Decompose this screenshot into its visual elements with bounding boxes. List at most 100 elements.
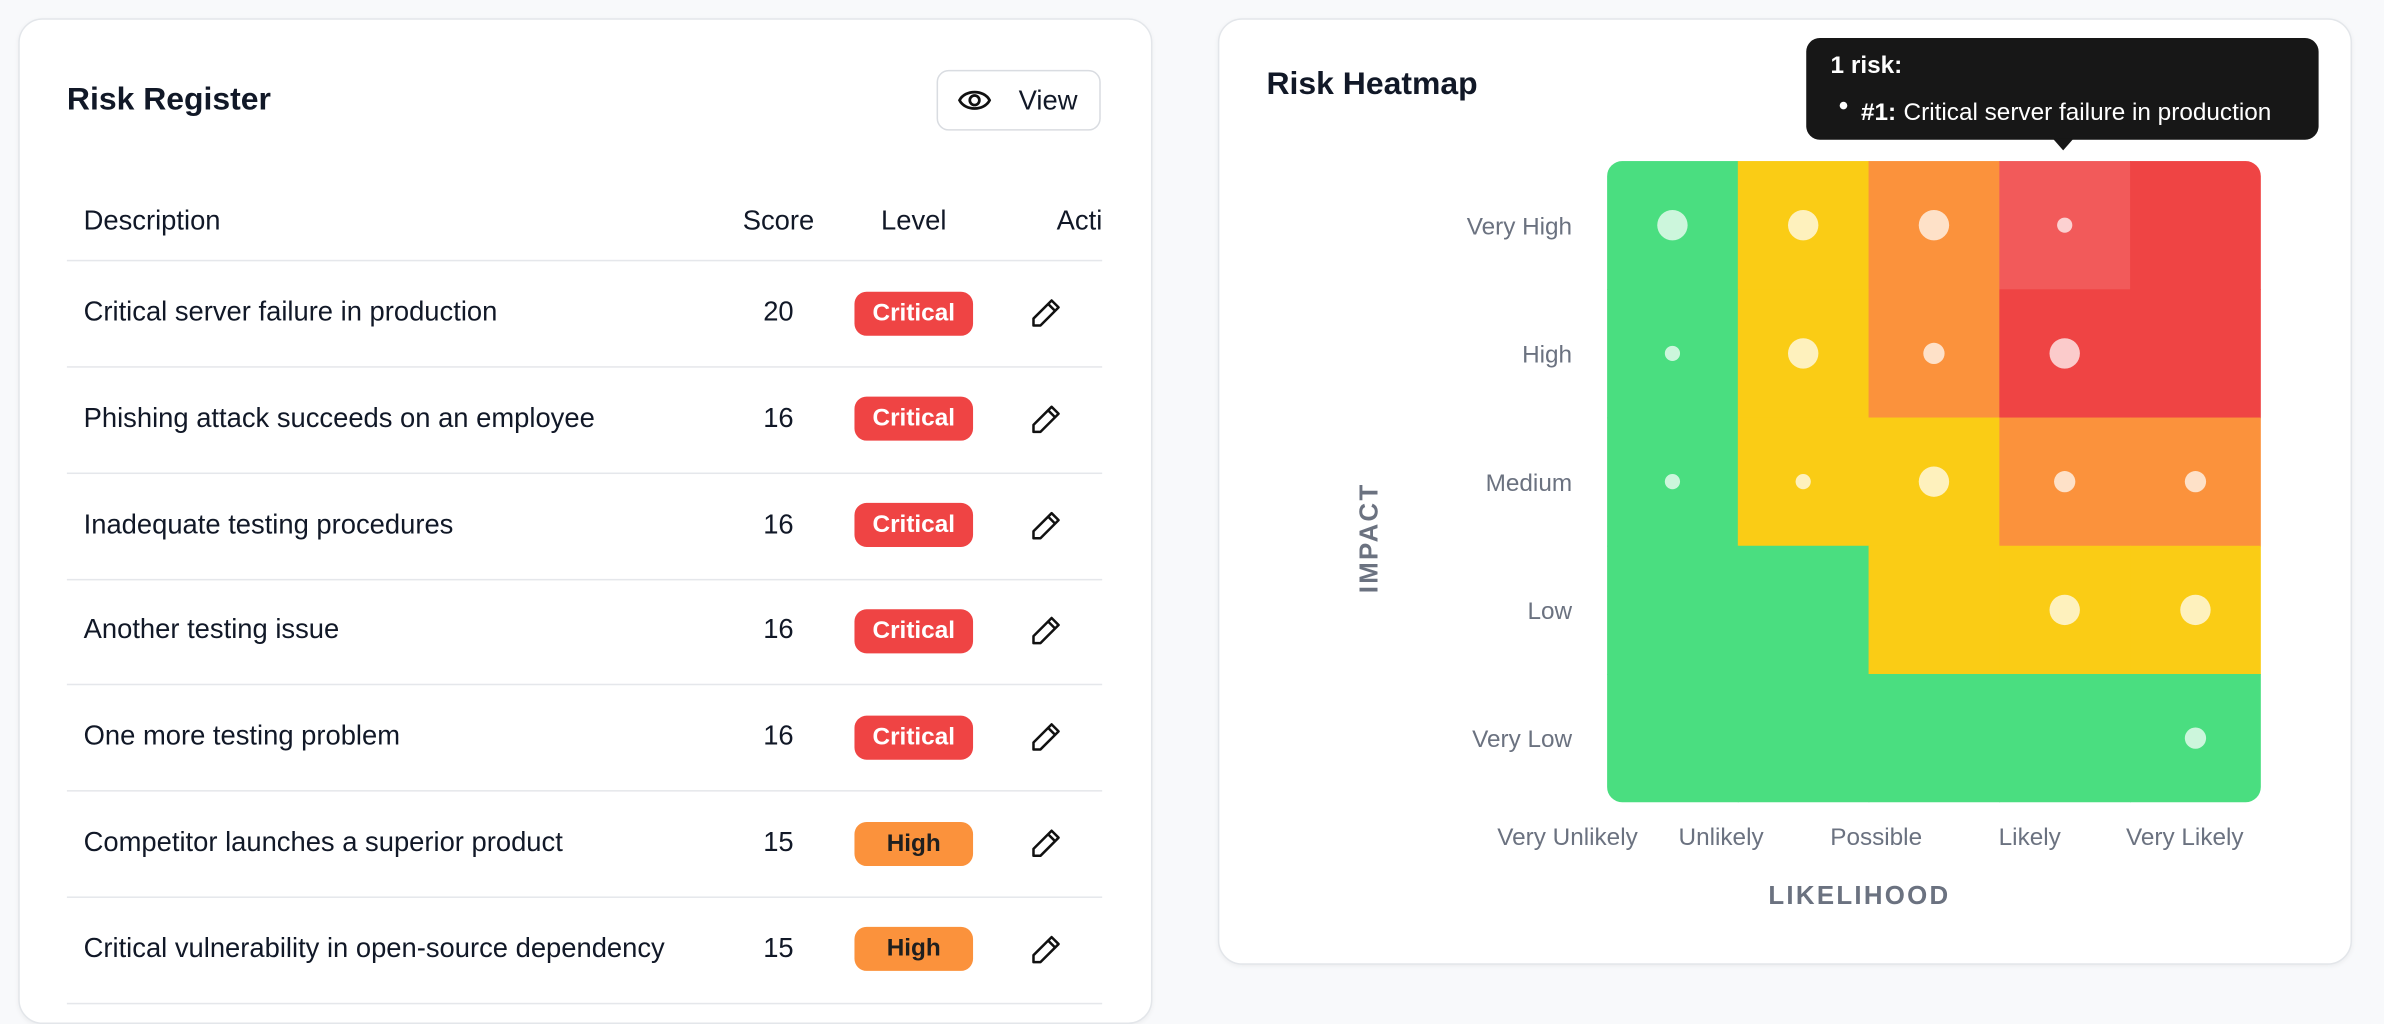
likelihood-label: Very Likely [2126,824,2244,851]
edit-button[interactable] [1029,933,1062,966]
tooltip-arrow [2052,138,2074,151]
column-header: Score [742,205,815,236]
x-axis-title: LIKELIHOOD [1768,882,1950,910]
risk-score: 16 [763,508,794,539]
risk-score: 16 [763,402,794,433]
heat-cell[interactable] [1868,674,2001,803]
heatmap: Very High High Medium Low Very Low Very Unlik… [1355,161,2262,910]
pencil-icon [1032,829,1060,858]
risk-register-card: Risk Register View Description Score Level… [18,18,1153,1024]
risk-dot [2049,338,2080,369]
risk-dot [1795,474,1811,490]
risk-description: Critical server failure in production [83,296,498,327]
likelihood-label: Possible [1830,824,1922,851]
pencil-icon [1032,617,1060,645]
likelihood-label: Unlikely [1679,824,1765,851]
pencil-icon [1032,511,1060,539]
pencil-icon [1032,299,1060,327]
row-line [66,790,1103,792]
heat-cell[interactable] [2130,289,2262,419]
heat-cell[interactable] [1737,545,1870,675]
risk-description: Critical vulnerability in open-source de… [83,932,665,963]
level-badge: High [854,927,974,972]
risk-dot [2184,471,2207,493]
button-label: View [1018,85,1078,116]
risk-dot [1923,342,1945,365]
impact-label: Very Low [1472,726,1572,753]
row-line [66,366,1103,368]
tooltip-item-text: Critical server failure in production [1903,100,2272,127]
level-badge: High [854,821,974,866]
bullet [1839,101,1848,110]
row-line [66,578,1103,580]
risk-table: Description Score Level Actions Critical ser… [20,20,1103,1023]
risk-score: 16 [763,720,794,751]
risk-description: Competitor launches a superior product [83,826,563,857]
risk-score: 20 [763,296,794,327]
card-title: Risk Heatmap [1266,66,1478,102]
risk-dot [1918,209,1950,241]
y-axis-title: IMPACT [1355,483,1383,594]
risk-dot [1787,338,1819,369]
risk-description: Inadequate testing procedures [83,508,454,539]
heat-cell[interactable] [1607,674,1739,803]
edit-button[interactable] [1029,508,1062,541]
edit-button[interactable] [1029,720,1062,753]
edit-button[interactable] [1029,402,1062,435]
risk-dot [1664,474,1681,490]
risk-description: Phishing attack succeeds on an employee [83,402,595,433]
heat-cell[interactable] [2130,161,2262,291]
edit-button[interactable] [1029,296,1062,329]
risk-description: One more testing problem [83,720,401,751]
card-title: Risk Register [66,82,271,117]
header-line [66,259,1103,262]
heat-cell[interactable] [1999,674,2131,803]
column-header: Actions [1056,205,1103,236]
column-header: Description [83,205,221,236]
risk-dot [2054,471,2076,493]
level-badge: Critical [854,503,974,548]
impact-label: Very High [1467,213,1572,240]
edit-button[interactable] [1029,614,1062,647]
tooltip: 1 risk: #1: Critical server failure in p… [1806,37,2319,151]
eye-icon [957,90,992,110]
risk-score: 15 [763,932,794,963]
risk-dot [1918,466,1950,497]
pencil-icon [1032,935,1060,964]
heatmap-card: Risk Heatmap Very High High Medium Low Very … [1217,18,2353,965]
level-badge: Critical [854,715,974,760]
level-badge: Critical [854,609,974,654]
page: Risk Register View Description Score Level… [18,18,2353,1024]
tooltip-heading: 1 risk: [1830,53,1903,80]
row-line [66,684,1103,686]
grid [1607,161,2262,803]
risk-dot [1657,209,1688,241]
heat-cell[interactable] [1607,545,1739,675]
pencil-icon [1032,405,1060,433]
heat-cell[interactable] [1737,674,1870,803]
tooltip-item-id: #1: [1860,100,1897,127]
pencil-icon [1032,723,1060,751]
column-header: Level [881,205,947,236]
row-line [66,472,1103,474]
heat-cell[interactable] [1868,545,2001,675]
view-button[interactable]: View [936,69,1101,131]
risk-description: Another testing issue [83,614,340,645]
stage: Risk Register View Description Score Level… [18,18,2353,1024]
level-badge: Critical [854,290,974,336]
likelihood-label: Likely [1999,824,2062,851]
risk-score: 16 [763,614,794,645]
risk-dot [2057,217,2073,233]
impact-label: Low [1528,598,1573,625]
impact-label: High [1522,342,1572,369]
risk-dot [2180,594,2211,626]
impact-label: Medium [1486,470,1572,497]
row-line [66,1002,1103,1005]
risk-dot [2049,594,2080,626]
level-badge: Critical [854,397,974,442]
risk-dot [1664,345,1681,362]
edit-button[interactable] [1029,827,1062,860]
risk-dot [1787,209,1819,241]
row-line [66,896,1103,898]
risk-score: 15 [763,826,794,857]
